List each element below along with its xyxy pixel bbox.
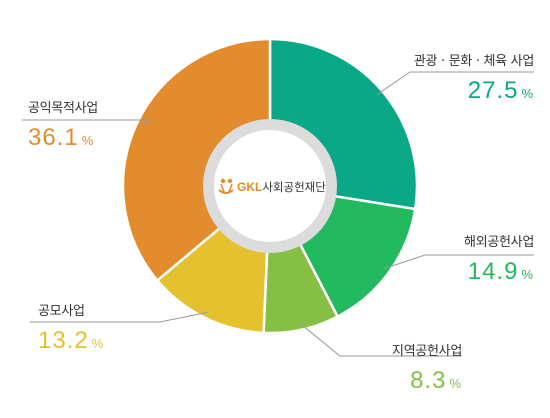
- leader-overseas: [384, 254, 534, 269]
- series-name-tourism: 관광 · 문화 · 체육 사업: [413, 54, 534, 69]
- label-contest: 공모사업 13.2%: [38, 300, 104, 355]
- unit-regional: %: [449, 376, 462, 391]
- gkl-figure-icon: [218, 178, 234, 194]
- donut-slices: [121, 37, 419, 335]
- value-tourism-number: 27.5: [467, 77, 519, 104]
- series-name-public: 공익목적사업: [28, 101, 98, 116]
- unit-overseas: %: [521, 267, 534, 282]
- leader-contest: [30, 311, 208, 323]
- leader-lines: [22, 71, 534, 357]
- series-name-overseas: 해외공헌사업: [464, 235, 534, 250]
- label-regional: 지역공헌사업 8.3%: [392, 340, 462, 395]
- value-regional-number: 8.3: [410, 367, 447, 394]
- value-public: 36.1%: [28, 124, 98, 152]
- unit-tourism: %: [521, 86, 534, 101]
- center-logo: GKL사회공헌재단: [218, 178, 326, 194]
- label-tourism: 관광 · 문화 · 체육 사업 27.5%: [414, 50, 534, 105]
- value-contest-number: 13.2: [38, 327, 89, 354]
- unit-contest: %: [91, 336, 105, 351]
- value-overseas-number: 14.9: [467, 258, 519, 285]
- value-public-number: 36.1: [28, 124, 79, 151]
- value-overseas: 14.9%: [464, 258, 534, 286]
- label-public: 공익목적사업 36.1%: [28, 97, 98, 152]
- series-name-contest: 공모사업: [38, 304, 85, 319]
- series-name-regional: 지역공헌사업: [392, 344, 462, 359]
- value-contest: 13.2%: [38, 327, 104, 355]
- value-tourism: 27.5%: [414, 77, 534, 105]
- leader-public: [22, 119, 152, 127]
- label-overseas: 해외공헌사업 14.9%: [464, 231, 534, 286]
- unit-public: %: [81, 133, 95, 148]
- value-regional: 8.3%: [392, 367, 462, 395]
- center-hub: [203, 119, 337, 253]
- leader-tourism: [376, 71, 534, 95]
- logo-brand: GKL사회공헌재단: [237, 180, 326, 194]
- leader-regional: [300, 323, 462, 357]
- center-disc: [214, 130, 326, 242]
